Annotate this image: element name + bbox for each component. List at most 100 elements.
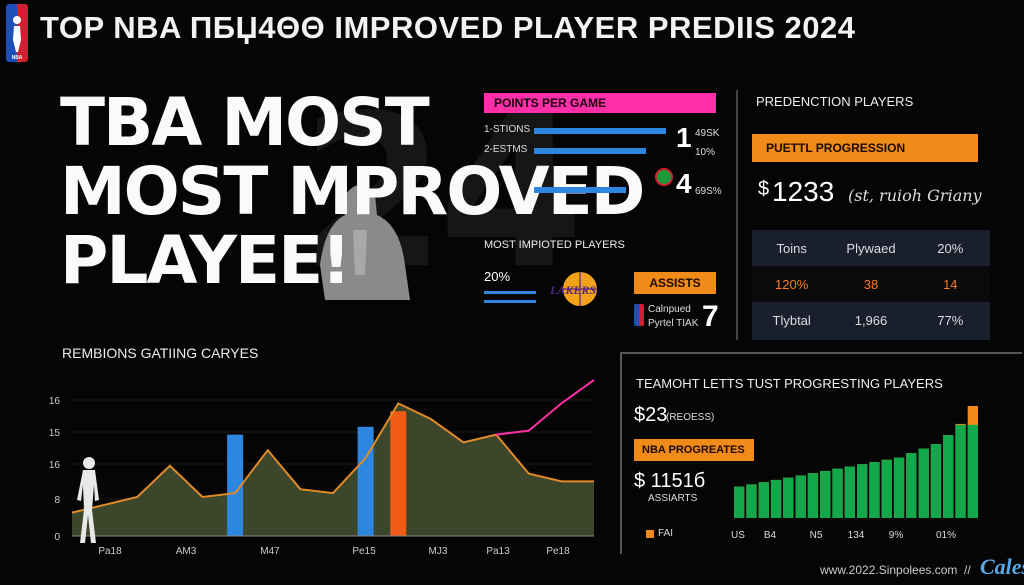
assists-caption-1: Calnpued [648, 304, 691, 315]
points-per-game-header: POINTS PER GAME [484, 93, 716, 113]
chart-bar-green [820, 470, 831, 518]
table-cell: Toins [776, 240, 807, 256]
chart-bar-green [795, 475, 806, 518]
ppg-row-2-pct: 10% [695, 147, 716, 158]
ppg-row-1-value: 1 [676, 122, 692, 153]
x-tick-label: Pa13 [486, 546, 510, 557]
series-line-pink [496, 379, 595, 436]
improved-bar-2 [484, 300, 536, 303]
chart-bar-green [869, 462, 880, 518]
chart-bar-green [893, 457, 905, 518]
y-tick-label: 16 [49, 460, 61, 471]
area-fill [72, 403, 594, 536]
right-amount: $23 [634, 404, 668, 426]
x-tick-label: AM3 [176, 546, 197, 557]
prediction-currency: $ [758, 178, 770, 200]
ppg-row-3-bar [534, 187, 626, 193]
x-tick-label: B4 [764, 530, 777, 541]
y-tick-label: 16 [49, 396, 61, 407]
player-figure-icon [72, 455, 106, 550]
nba-logo-icon: NBA [6, 4, 28, 62]
ppg-row-1-pct: 49SK [695, 128, 720, 139]
progression-label-box: PUETTL PROGRESSION [752, 134, 978, 162]
x-tick-label: MJ3 [429, 546, 448, 557]
chart-bar-green [844, 466, 855, 518]
chart-bar-green [930, 444, 942, 518]
right-chart-frame [620, 352, 1022, 554]
footer-brand: Cales [980, 554, 1024, 579]
left-area-chart: 0 8 16 15 16 Pa18 AM3 M47 Pe15 MJ3 Pa13 Pe18 [49, 379, 595, 557]
chart-bar-green [807, 473, 819, 518]
x-tick-label: 9% [889, 530, 904, 541]
table-cell: Plywaed [846, 240, 896, 256]
chart-bar-green [746, 484, 757, 518]
ppg-row-3-pct: 69S% [695, 186, 722, 197]
chart-bar-green [918, 448, 929, 518]
nba-mini-logo-icon [634, 304, 644, 326]
chart-bar [390, 411, 407, 536]
right-amount-2-label: ASSIARTS [648, 493, 698, 504]
y-tick-label: 8 [54, 495, 60, 506]
improved-bar-1 [484, 291, 536, 294]
table-cell: 20% [937, 240, 964, 256]
footer-url[interactable]: www.2022.Sinpolees.com [820, 563, 958, 577]
chart-bar-green [832, 468, 843, 518]
table-cell: 120% [775, 276, 809, 292]
legend-swatch [646, 530, 654, 538]
right-amount-2: $ 1151б [634, 470, 706, 492]
legend-label: FAI [658, 528, 674, 539]
x-tick-label: 01% [936, 530, 956, 541]
prediction-signature: (st, ruioh Griany [848, 186, 982, 205]
table-cell: Tlybtal [772, 312, 811, 328]
prediction-amount: 1233 [772, 176, 835, 207]
nba-logo-text: NBA [12, 55, 23, 61]
lakers-logo-icon: LAKERS [540, 270, 606, 313]
panel-divider [736, 90, 738, 340]
assists-caption-2: Pyrtel TIAK [648, 318, 699, 329]
right-chart-title: TEAMOHT LETTS TUST PROGRESTING PLAYERS [636, 376, 943, 391]
series-line [71, 402, 594, 514]
x-tick-label: Pe15 [352, 546, 376, 557]
player-silhouette [305, 175, 415, 310]
chart-bar-green [770, 479, 782, 518]
table-row: 120% 38 14 [752, 266, 990, 302]
chart-bar-green [734, 486, 745, 518]
chart-bar-green [758, 482, 769, 518]
ppg-row-2-label: 2-ESTMS [484, 144, 528, 155]
table-cell: 14 [943, 276, 958, 292]
most-improved-title: MOST IMPIOTED PLAYERS [484, 239, 625, 251]
hero-line-1: TBA MOST [60, 84, 430, 161]
assists-value: 7 [702, 300, 719, 333]
hero-line-3: PLAYEE! [60, 222, 351, 299]
table-cell: 77% [937, 312, 964, 328]
x-tick-label: N5 [810, 530, 823, 541]
most-improved-pct: 20% [484, 269, 511, 284]
left-chart-title: REMBIONS GATIING CARYES [62, 345, 259, 361]
chart-bar-green [906, 453, 917, 518]
page-title: TOP NBA ΠБЏ4ΘΘ IMPROVED PLAYER PREDIIS 2… [40, 10, 856, 45]
chart-bar-green [857, 464, 868, 518]
ppg-row-1-label: 1-STIONS [484, 124, 531, 135]
table-row: Toins Plywaed 20% [752, 230, 990, 266]
table-cell: 1,966 [854, 312, 888, 328]
assists-label-box: ASSISTS [634, 272, 716, 294]
ppg-row-3-value: 4 [676, 168, 692, 199]
x-tick-label: 134 [848, 530, 865, 541]
chart-bar [357, 426, 374, 536]
chart-bar-green [783, 477, 794, 518]
nba-progreates-box: NBA PROGREATES [634, 439, 754, 461]
prediction-table: Toins Plywaed 20% 120% 38 14 Tlybtal 1,9… [752, 230, 990, 340]
x-tick-label: Pe18 [546, 546, 570, 557]
ppg-row-2-bar [534, 148, 646, 154]
x-tick-label: US [731, 530, 745, 541]
footer-separator: // [964, 563, 971, 577]
x-tick-label: M47 [260, 546, 280, 557]
prediction-title: PREDENCTION PLAYERS [756, 94, 914, 109]
lakers-logo-text: LAKERS [549, 283, 596, 297]
y-tick-label: 0 [54, 532, 60, 543]
table-row: Tlybtal 1,966 77% [752, 302, 990, 338]
chart-bar-green [955, 424, 966, 518]
ppg-row-1-bar [534, 128, 666, 134]
y-tick-label: 15 [49, 428, 61, 439]
right-amount-note: (REOESS) [666, 412, 715, 423]
